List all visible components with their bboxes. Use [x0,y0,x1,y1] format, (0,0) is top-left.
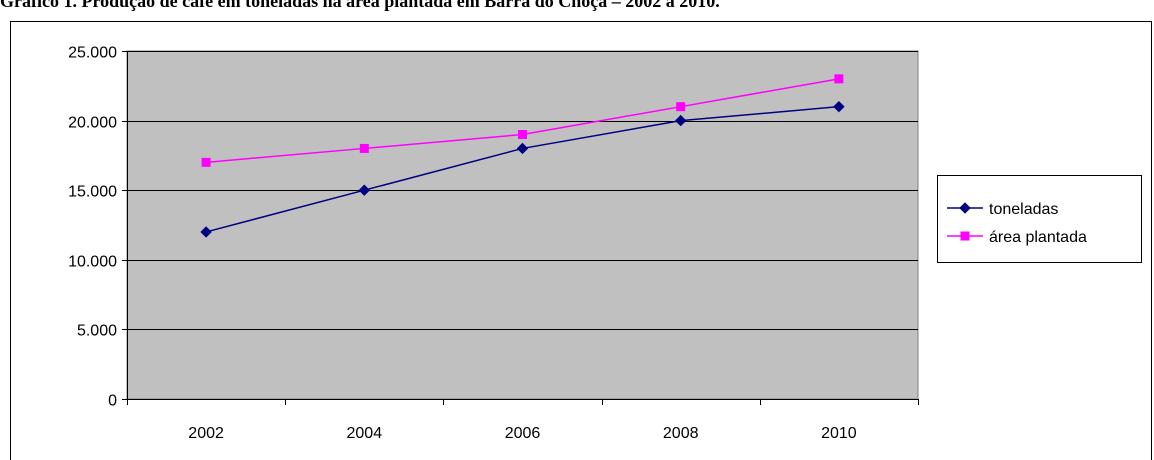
legend-label: toneladas [989,201,1058,218]
x-tick-label: 2008 [663,425,699,442]
data-point [674,114,687,127]
data-point [676,102,686,112]
data-point [833,100,845,113]
data-point [834,74,844,84]
y-tick-label: 25.000 [68,45,117,62]
x-tick-label: 2006 [505,425,541,442]
y-tick-label: 0 [108,393,117,410]
data-point [359,143,369,153]
y-tick-label: 15.000 [68,184,117,201]
chart-title: Gráfico 1. Produção de café em toneladas… [0,0,720,11]
legend-box [937,175,1142,263]
data-point [200,226,212,238]
y-tick-label: 10.000 [68,254,117,271]
x-tick-label: 2002 [188,425,224,442]
x-tick-label: 2010 [821,425,857,442]
data-point [516,142,529,155]
plot-area [126,50,919,400]
data-point [201,157,211,167]
y-tick-label: 5.000 [77,323,117,340]
x-tick-label: 2004 [347,425,383,442]
data-point [358,184,371,196]
legend-marker [959,202,971,214]
data-point [518,130,527,140]
legend-marker [960,231,970,241]
legend-label: área plantada [989,229,1087,246]
y-tick-label: 20.000 [68,115,117,132]
